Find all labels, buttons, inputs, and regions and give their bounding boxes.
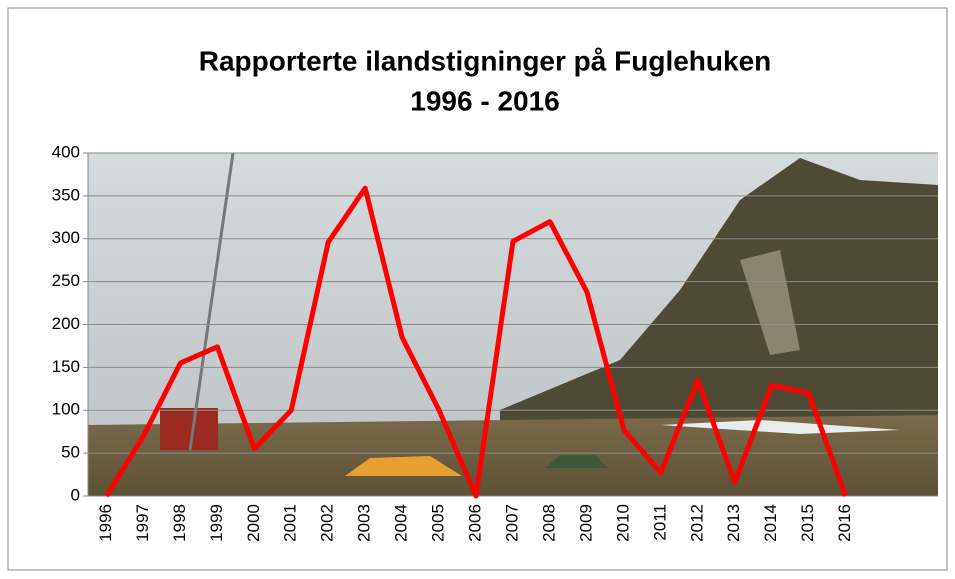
x-tick-label: 1999 — [207, 504, 226, 542]
x-tick-label: 2003 — [355, 504, 374, 542]
x-tick-label: 1998 — [170, 504, 189, 542]
x-tick-label: 2002 — [318, 504, 337, 542]
x-tick-label: 2014 — [761, 504, 780, 542]
x-tick-label: 2005 — [429, 504, 448, 542]
chart: Rapporterte ilandstigninger på Fuglehuke… — [0, 0, 955, 579]
y-tick-label: 50 — [61, 443, 80, 462]
x-tick-label: 2006 — [466, 504, 485, 542]
y-tick-label: 0 — [71, 485, 80, 504]
x-tick-label: 2009 — [576, 504, 595, 542]
y-tick-label: 100 — [52, 400, 80, 419]
x-tick-label: 2015 — [798, 504, 817, 542]
x-tick-label: 2001 — [281, 504, 300, 542]
chart-title: 1996 - 2016 — [410, 85, 559, 116]
y-tick-label: 250 — [52, 271, 80, 290]
x-tick-label: 2013 — [724, 504, 743, 542]
x-tick-label: 2010 — [613, 504, 632, 542]
y-tick-label: 150 — [52, 357, 80, 376]
x-tick-label: 2000 — [244, 504, 263, 542]
y-tick-label: 200 — [52, 314, 80, 333]
y-tick-label: 350 — [52, 185, 80, 204]
x-tick-label: 2012 — [687, 504, 706, 542]
x-tick-label: 1997 — [133, 504, 152, 542]
x-tick-label: 2011 — [650, 504, 669, 541]
x-tick-label: 2016 — [835, 504, 854, 542]
y-tick-label: 400 — [52, 142, 80, 161]
x-tick-label: 2007 — [502, 504, 521, 542]
y-tick-label: 300 — [52, 228, 80, 247]
x-tick-label: 2004 — [392, 504, 411, 542]
x-tick-label: 1996 — [96, 504, 115, 542]
chart-title: Rapporterte ilandstigninger på Fuglehuke… — [199, 45, 772, 76]
x-tick-label: 2008 — [539, 504, 558, 542]
